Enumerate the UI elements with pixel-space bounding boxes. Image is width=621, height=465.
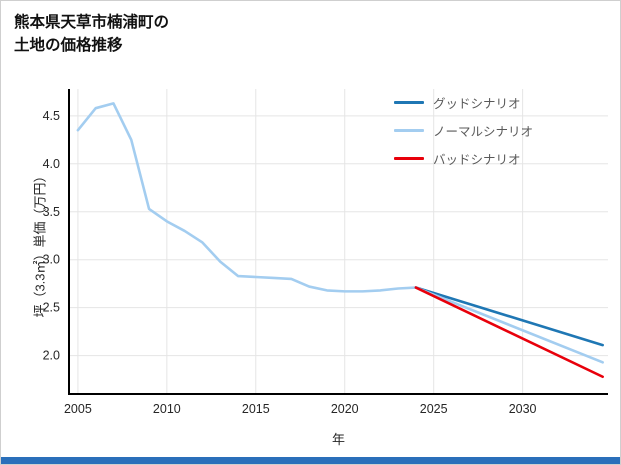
- x-tick-label: 2020: [331, 402, 359, 416]
- y-tick-label: 3.0: [43, 253, 60, 267]
- legend-item-normal: ノーマルシナリオ: [394, 121, 533, 140]
- history-line: [76, 102, 418, 293]
- y-tick-label: 3.5: [43, 205, 60, 219]
- y-axis-label: 坪（3.3㎡）単価（万円）: [32, 169, 48, 318]
- x-tick-label: 2010: [153, 402, 181, 416]
- x-tick-label: 2030: [509, 402, 537, 416]
- legend-label-bad: バッドシナリオ: [433, 153, 521, 167]
- bad-scenario-line: [414, 286, 604, 379]
- legend-item-bad: バッドシナリオ: [394, 149, 533, 168]
- legend-label-good: グッドシナリオ: [433, 97, 521, 111]
- page-title-line1: 熊本県天草市楠浦町の: [14, 14, 170, 31]
- good-scenario-line: [414, 286, 604, 347]
- y-tick-label: 4.5: [43, 109, 60, 123]
- x-tick-label: 2025: [420, 402, 448, 416]
- x-tick-label: 2015: [242, 402, 270, 416]
- x-tick-label: 2005: [64, 402, 92, 416]
- price-trend-chart: 2005 2010 2015 2020 2025 2030 2.0 2.5 3.0 3.5 4.0 4…: [43, 89, 608, 416]
- normal-scenario-line: [414, 286, 604, 364]
- good-scenario-swatch: [394, 101, 424, 104]
- y-tick-label: 4.0: [43, 157, 60, 171]
- page-title-line2: 土地の価格推移: [14, 37, 123, 55]
- y-tick-label: 2.5: [43, 301, 60, 315]
- normal-scenario-swatch: [394, 129, 424, 132]
- y-tick-label: 2.0: [43, 349, 60, 363]
- x-axis-label: 年: [331, 432, 345, 447]
- legend-item-good: グッドシナリオ: [394, 93, 533, 112]
- chart-legend: グッドシナリオ ノーマルシナリオ バッドシナリオ: [394, 93, 533, 168]
- footer-accent-bar: [1, 457, 620, 464]
- legend-label-normal: ノーマルシナリオ: [433, 125, 534, 139]
- bad-scenario-swatch: [394, 157, 424, 160]
- page-title: 熊本県天草市楠浦町の 土地の価格推移: [14, 11, 169, 58]
